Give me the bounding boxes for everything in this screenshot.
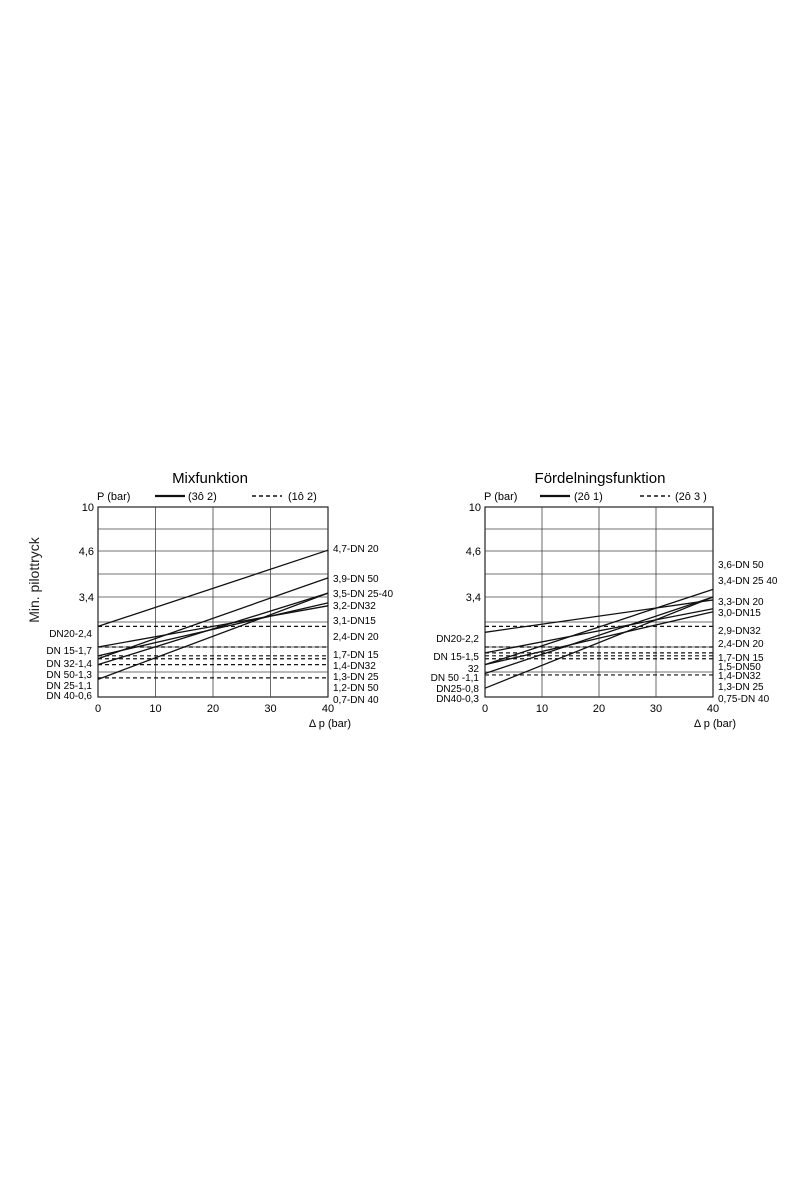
y-tick-label: 3,4 xyxy=(79,592,94,604)
left-annotation: DN 15-1,7 xyxy=(46,646,92,657)
right-annotation: 3,9-DN 50 xyxy=(333,574,379,585)
left-annotation: DN 15-1,5 xyxy=(433,652,479,663)
left-annotation: DN 40-0,6 xyxy=(46,691,92,702)
x-tick-label: 30 xyxy=(650,703,662,715)
right-annotation: 3,2-DN32 xyxy=(333,601,376,612)
series-line xyxy=(97,577,329,660)
x-tick-label: 40 xyxy=(707,703,719,715)
distribution-chart: Fördelningsfunktion P (bar) (2ô 1) (2ô 3 ) 0… xyxy=(431,470,778,730)
chart-title: Fördelningsfunktion xyxy=(535,470,666,487)
series-line xyxy=(484,596,714,689)
right-annotation: 2,4-DN 20 xyxy=(718,639,764,650)
right-annotation: 1,4-DN32 xyxy=(718,671,761,682)
left-annotation: 32 xyxy=(468,664,480,675)
right-annotation: 3,3-DN 20 xyxy=(718,597,764,608)
right-annotation: 1,5-DN50 xyxy=(718,662,761,673)
left-annotation: DN 50-1,3 xyxy=(46,670,92,681)
right-annotation: 3,0-DN15 xyxy=(718,608,761,619)
y-tick-label: 3,4 xyxy=(466,592,481,604)
x-tick-label: 0 xyxy=(95,703,101,715)
chart-title: Mixfunktion xyxy=(172,470,248,487)
right-annotation: 3,6-DN 50 xyxy=(718,560,764,571)
y-tick-label: 10 xyxy=(469,502,481,514)
left-annotation: DN 32-1,4 xyxy=(46,659,92,670)
right-annotation: 3,5-DN 25-40 xyxy=(333,589,393,600)
x-axis-label: Δ p (bar) xyxy=(309,718,351,730)
right-annotation: 2,4-DN 20 xyxy=(333,632,379,643)
unit-label: P (bar) xyxy=(484,491,517,503)
right-annotation: 3,4-DN 25 40 xyxy=(718,576,778,587)
x-tick-label: 10 xyxy=(536,703,548,715)
series-line xyxy=(97,549,329,628)
x-axis-label: Δ p (bar) xyxy=(694,718,736,730)
y-tick-label: 4,6 xyxy=(466,546,481,558)
mix-chart: Mixfunktion P (bar) (3ô 2) (1ô 2) 0 10 20 30 40 1… xyxy=(46,470,393,730)
right-annotation: 3,1-DN15 xyxy=(333,616,376,627)
x-tick-label: 10 xyxy=(149,703,161,715)
left-annotation: DN20-2,2 xyxy=(436,634,479,645)
right-annotation: 1,3-DN 25 xyxy=(718,682,764,693)
right-annotation: 2,9-DN32 xyxy=(718,626,761,637)
left-annotation: DN25-0,8 xyxy=(436,684,479,695)
left-annotation: DN20-2,4 xyxy=(49,629,92,640)
x-tick-label: 0 xyxy=(482,703,488,715)
x-tick-label: 20 xyxy=(207,703,219,715)
right-annotation: 0,75-DN 40 xyxy=(718,694,770,705)
legend-dashed-label: (1ô 2) xyxy=(288,491,317,503)
right-annotation: 1,7-DN 15 xyxy=(333,650,379,661)
series-line xyxy=(484,596,714,675)
right-annotation: 1,3-DN 25 xyxy=(333,672,379,683)
x-tick-label: 40 xyxy=(322,703,334,715)
left-annotation: DN 50 -1,1 xyxy=(431,673,480,684)
series-line xyxy=(484,608,714,654)
y-tick-label: 4,6 xyxy=(79,546,94,558)
right-annotation: 1,7-DN 15 xyxy=(718,653,764,664)
left-annotation: DN 25-1,1 xyxy=(46,681,92,692)
legend-dashed-label: (2ô 3 ) xyxy=(675,491,707,503)
legend-solid-label: (2ô 1) xyxy=(574,491,603,503)
x-tick-label: 30 xyxy=(264,703,276,715)
x-tick-label: 20 xyxy=(593,703,605,715)
unit-label: P (bar) xyxy=(97,491,130,503)
y-tick-label: 10 xyxy=(82,502,94,514)
right-annotation: 1,2-DN 50 xyxy=(333,683,379,694)
legend-solid-label: (3ô 2) xyxy=(188,491,217,503)
right-annotation: 1,4-DN32 xyxy=(333,661,376,672)
left-annotation: DN40-0,3 xyxy=(436,694,479,705)
right-annotation: 4,7-DN 20 xyxy=(333,544,379,555)
right-annotation: 0,7-DN 40 xyxy=(333,695,379,706)
